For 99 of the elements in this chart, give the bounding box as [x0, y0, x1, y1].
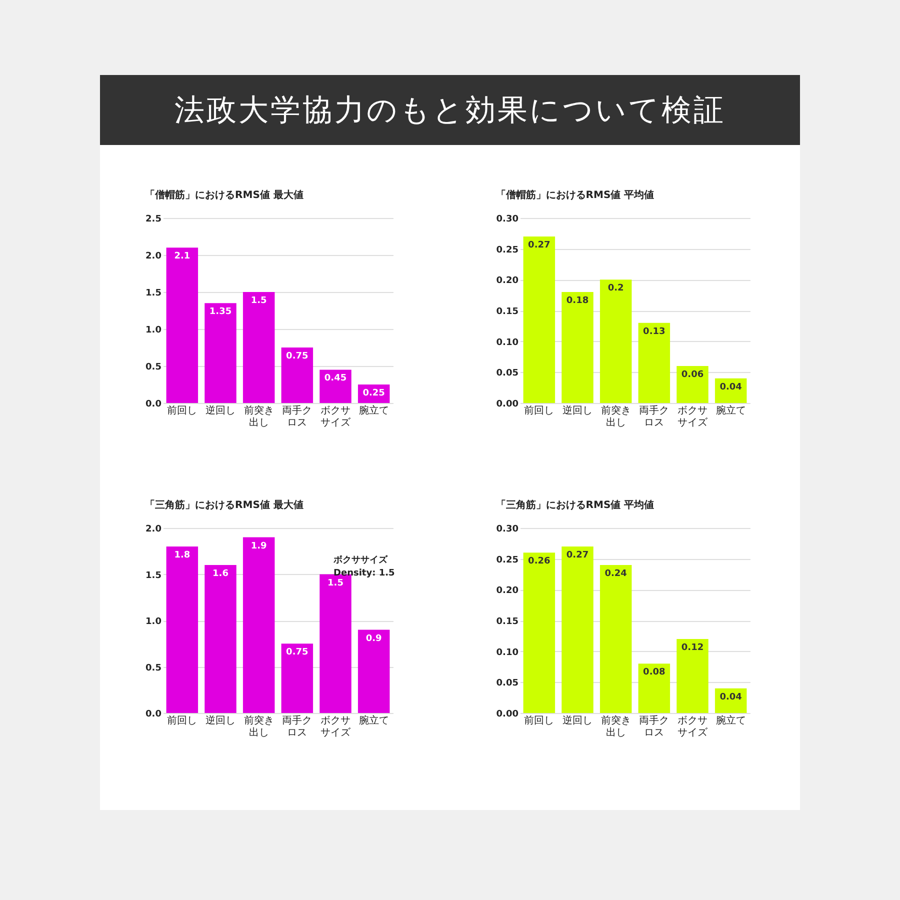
data-label: 0.45	[324, 374, 347, 384]
y-tick-label: 0.25	[496, 245, 518, 256]
bar	[204, 303, 236, 403]
data-label: 0.25	[362, 388, 385, 398]
data-label: 0.9	[366, 634, 382, 644]
y-tick-label: 2.0	[146, 252, 162, 262]
chart-title: 「僧帽筋」におけるRMS値 平均値	[496, 189, 654, 201]
y-tick-label: 0.00	[496, 710, 518, 720]
bar	[166, 546, 198, 713]
bar	[523, 236, 556, 403]
bar	[562, 546, 594, 713]
bar	[281, 348, 314, 403]
y-tick-label: 0.20	[496, 276, 518, 286]
data-label: 0.04	[720, 692, 742, 702]
bar	[676, 366, 708, 403]
y-tick-label: 0.00	[496, 400, 518, 410]
y-tick-label: 2.5	[146, 214, 162, 224]
y-tick-label: 0.5	[146, 362, 162, 372]
data-label: 1.8	[174, 550, 190, 560]
x-tick-label: 前回し	[167, 404, 198, 416]
y-tick-label: 0.20	[496, 586, 518, 596]
bar	[676, 639, 708, 713]
data-label: 0.04	[720, 382, 742, 392]
x-tick-label: 両手クロス	[282, 404, 312, 428]
data-label: 0.18	[566, 296, 589, 306]
x-tick-label: ボクササイズ	[320, 716, 352, 738]
x-tick-label: 前突き出し	[244, 404, 274, 428]
y-tick-label: 0.10	[496, 648, 518, 658]
y-tick-label: 0.25	[496, 555, 518, 566]
y-tick-label: 0.30	[496, 214, 518, 224]
bar	[562, 292, 594, 403]
x-tick-label: 前回し	[167, 714, 198, 726]
y-tick-label: 0.10	[496, 338, 518, 348]
bar	[638, 322, 670, 403]
bar	[242, 292, 275, 403]
data-label: 1.5	[250, 296, 267, 306]
x-tick-label: 腕立て	[358, 714, 389, 726]
x-tick-label: 腕立て	[716, 404, 746, 416]
y-tick-label: 0.15	[496, 307, 518, 317]
x-tick-label: 両手クロス	[639, 404, 670, 428]
bar	[358, 630, 390, 713]
bar	[638, 664, 670, 713]
chart-title: 「三角筋」におけるRMS値 最大値	[145, 499, 304, 511]
data-label: 0.13	[643, 326, 666, 337]
chart-title: 「僧帽筋」におけるRMS値 最大値	[145, 189, 304, 201]
data-label: 1.9	[250, 541, 267, 552]
data-label: 0.08	[643, 668, 666, 678]
data-label: 1.6	[212, 569, 228, 579]
data-label: 0.12	[681, 643, 704, 653]
bar	[600, 565, 632, 713]
x-tick-label: 逆回し	[562, 714, 592, 726]
y-tick-label: 0.30	[496, 524, 518, 534]
x-tick-label: 前回し	[524, 714, 554, 726]
y-tick-label: 2.0	[146, 524, 162, 534]
data-label: 1.5	[328, 578, 344, 588]
y-tick-label: 0.15	[496, 617, 518, 627]
data-label: 0.26	[528, 556, 550, 567]
annotation: ボクササイズ Density: 1.5	[332, 554, 395, 578]
x-tick-label: 前突き出し	[600, 404, 631, 428]
data-label: 0.06	[681, 370, 704, 380]
data-label: 0.2	[608, 284, 624, 294]
chart-title: 「三角筋」におけるRMS値 平均値	[496, 499, 654, 511]
data-label: 0.75	[286, 648, 308, 658]
x-tick-label: 前突き出し	[244, 714, 274, 738]
y-tick-label: 1.0	[146, 326, 162, 336]
y-tick-label: 1.5	[146, 288, 162, 298]
bar	[523, 552, 556, 713]
bar	[320, 370, 352, 403]
data-label: 0.27	[528, 240, 550, 250]
x-tick-label: 腕立て	[358, 404, 389, 416]
x-tick-label: ボクササイズ	[678, 716, 708, 738]
y-tick-label: 0.0	[146, 400, 162, 410]
x-tick-label: 両手クロス	[639, 714, 670, 738]
x-tick-label: 逆回し	[206, 404, 236, 416]
y-tick-label: 1.0	[146, 617, 162, 627]
x-tick-label: 逆回し	[562, 404, 592, 416]
x-tick-label: ボクササイズ	[678, 406, 708, 428]
x-tick-label: 前回し	[524, 404, 554, 416]
data-label: 0.24	[604, 569, 627, 579]
bar	[281, 644, 314, 713]
y-tick-label: 0.5	[146, 663, 162, 674]
x-tick-label: 腕立て	[716, 714, 746, 726]
x-tick-label: 逆回し	[206, 714, 236, 726]
x-tick-label: 両手クロス	[282, 714, 312, 738]
data-label: 2.1	[174, 252, 190, 262]
x-tick-label: 前突き出し	[600, 714, 631, 738]
bar	[242, 537, 275, 713]
text: 法政大学協力のもと効果について検証	[100, 75, 800, 145]
data-label: 0.27	[566, 550, 589, 560]
bar	[600, 280, 632, 403]
data-label: 1.35	[209, 307, 232, 318]
bar	[204, 565, 236, 713]
x-tick-label: ボクササイズ	[320, 406, 352, 428]
bar	[166, 248, 198, 403]
y-tick-label: 0.0	[146, 710, 162, 720]
y-tick-label: 0.05	[496, 368, 518, 379]
y-tick-label: 1.5	[146, 570, 162, 581]
y-tick-label: 0.05	[496, 678, 518, 689]
data-label: 0.75	[286, 352, 308, 362]
